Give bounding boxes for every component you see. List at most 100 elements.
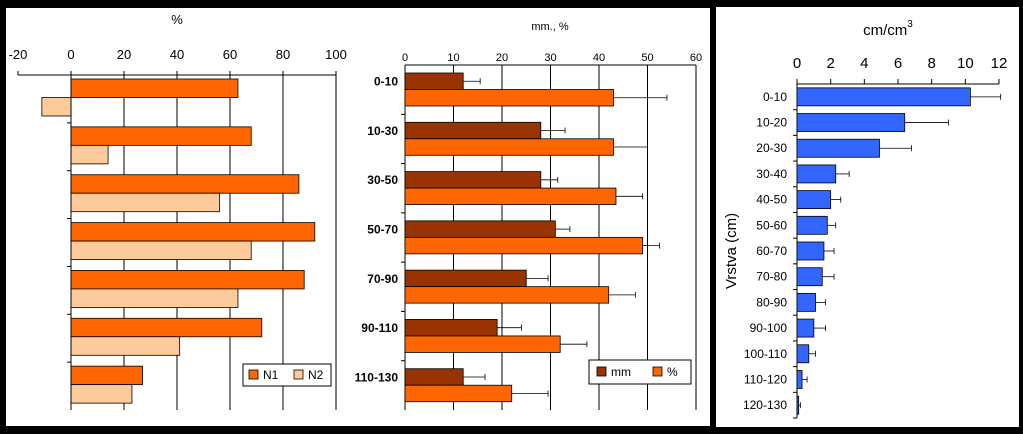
chart-3-tick-label-5: 10 [957, 55, 974, 72]
chart-panel-3: cm/cm3 0 2 4 6 8 10 12 Vrstva (cm) 0-10 10-20 20-30… [716, 7, 1019, 427]
chart-3-category-label: 0-10 [763, 90, 787, 104]
chart-3-bar [796, 267, 823, 287]
chart-1-tick-label-4: 60 [223, 47, 237, 62]
chart-2-category-label: 70-90 [367, 272, 398, 286]
chart-3-title-text: cm/cm [863, 22, 907, 39]
chart-3-bar [796, 113, 906, 132]
chart-3-category-label: 90-100 [750, 321, 788, 335]
chart-3-ylabel: Vrstva (cm) [723, 213, 740, 289]
chart-1-bar [70, 144, 109, 165]
chart-1-bar [70, 240, 252, 260]
chart-3-bar [796, 164, 837, 184]
chart-3-tick-label-3: 6 [894, 55, 902, 72]
chart-3-category-label: 20-30 [756, 141, 787, 155]
chart-3-tick-label-6: 12 [991, 55, 1008, 72]
chart-1-tick-label-0: -20 [9, 47, 28, 62]
chart-1-svg: % -20 0 20 40 60 80 100 N1 N2 [9, 12, 347, 410]
chart-1-legend-box [242, 363, 332, 387]
chart-1-title: % [171, 12, 183, 27]
chart-3-title: cm/cm3 [863, 19, 913, 39]
chart-2-bar [404, 138, 614, 156]
chart-1-bar [70, 78, 239, 98]
chart-3-category-label: 10-20 [756, 116, 787, 130]
chart-3-bar [796, 318, 815, 338]
chart-1-tick-label-2: 20 [117, 47, 131, 62]
chart-2-legend-swatch [596, 366, 607, 377]
chart-1-bar [70, 126, 252, 146]
chart-3-bar [796, 395, 800, 415]
chart-3-category-label: 120-130 [743, 398, 787, 412]
chart-2-tick-label-4: 40 [593, 52, 605, 64]
chart-1-legend-label: N1 [263, 368, 279, 382]
chart-2-bar [404, 335, 561, 353]
chart-2-legend-label: % [667, 365, 678, 379]
chart-1-tick-label-3: 40 [170, 47, 184, 62]
chart-2-legend-swatch [652, 366, 663, 377]
chart-1-bar [70, 270, 305, 290]
chart-3-bar [796, 292, 816, 312]
chart-1-tick-label-6: 100 [325, 47, 347, 62]
chart-1-bar [70, 192, 220, 213]
chart-1-legend-swatch [293, 369, 304, 380]
chart-3-bar [796, 370, 803, 389]
chart-3-title-superscript: 3 [907, 19, 913, 30]
chart-1-legend-swatch [248, 369, 259, 380]
chart-2-tick-label-6: 60 [690, 52, 702, 64]
chart-panel-1: % -20 0 20 40 60 80 100 N1 N2 [6, 8, 348, 426]
chart-1-tick-label-5: 80 [276, 47, 290, 62]
chart-2-bar [404, 187, 617, 205]
chart-3-bar [796, 190, 832, 210]
chart-1-bar [70, 288, 239, 308]
chart-2-bar [404, 220, 556, 238]
chart-2-category-label: 0-10 [374, 75, 398, 89]
chart-1-bar [70, 317, 263, 338]
chart-3-category-label: 40-50 [756, 193, 787, 207]
chart-2-category-label: 110-130 [355, 370, 399, 384]
chart-2-category-label: 90-110 [361, 321, 398, 335]
chart-3-tick-label-4: 8 [927, 55, 935, 72]
chart-1-bar [70, 384, 133, 404]
chart-3-category-label: 110-120 [744, 372, 787, 386]
chart-2-tick-label-3: 30 [544, 52, 556, 64]
chart-3-category-label: 50-60 [756, 218, 787, 232]
chart-2-bar [404, 368, 464, 386]
chart-1-bar [70, 365, 143, 386]
chart-3-bar [796, 138, 880, 158]
chart-2-tick-label-2: 20 [496, 52, 508, 64]
chart-panel-2: mm., % 0 10 20 30 40 50 60 0-10 10-30 30-50 50-70 70… [348, 8, 710, 426]
chart-2-bar [404, 121, 542, 140]
chart-1-bar [70, 174, 300, 194]
chart-2-bar [404, 269, 527, 288]
chart-3-tick-label-2: 4 [860, 55, 868, 72]
chart-3-bar [796, 241, 825, 261]
chart-1-bar [70, 336, 181, 356]
chart-2-bar [404, 236, 644, 255]
chart-3-category-label: 30-40 [756, 167, 787, 181]
chart-2-bar [404, 89, 614, 107]
chart-2-tick-label-0: 0 [402, 52, 408, 64]
chart-3-bar [796, 215, 828, 235]
chart-3-tick-label-1: 2 [826, 55, 834, 72]
chart-3-bar [796, 87, 971, 107]
chart-2-category-label: 10-30 [367, 124, 398, 138]
chart-3-category-label: 100-110 [744, 347, 787, 361]
chart-2-category-label: 30-50 [367, 173, 398, 187]
chart-1-bar [41, 97, 72, 117]
chart-2-bar [404, 319, 498, 337]
chart-2-tick-label-5: 50 [641, 52, 653, 64]
chart-2-title: mm., % [531, 21, 568, 33]
chart-2-svg: mm., % 0 10 20 30 40 50 60 0-10 10-30 30-50 50-70 70… [355, 21, 702, 410]
chart-3-bar [796, 344, 810, 364]
chart-2-category-label: 50-70 [367, 223, 398, 237]
chart-2-legend-label: mm [611, 365, 631, 379]
chart-2-bar [404, 171, 542, 189]
chart-3-category-label: 80-90 [756, 295, 787, 309]
chart-2-bar [404, 72, 464, 90]
chart-2-bar [404, 286, 610, 304]
chart-3-tick-label-0: 0 [793, 55, 801, 72]
chart-1-tick-label-1: 0 [67, 47, 74, 62]
chart-1-bar [70, 222, 316, 242]
chart-2-tick-label-1: 10 [447, 52, 459, 64]
chart-3-category-label: 60-70 [756, 244, 787, 258]
chart-2-bar [404, 384, 513, 403]
